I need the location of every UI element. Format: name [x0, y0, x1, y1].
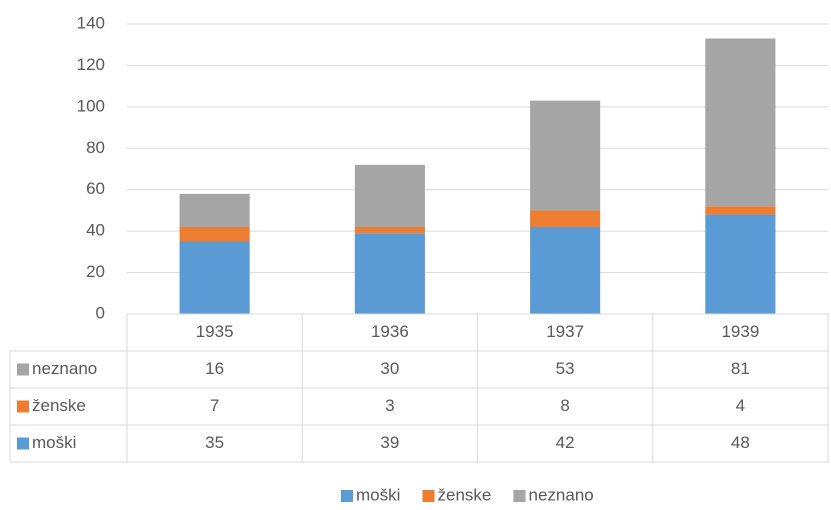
table-cell: 30: [380, 359, 399, 378]
y-tick-label: 140: [77, 13, 105, 32]
bar-segment: [705, 206, 776, 215]
y-tick-label: 80: [86, 138, 105, 157]
y-tick-label: 40: [86, 221, 105, 240]
bar-segment: [179, 227, 250, 242]
table-cell: 35: [205, 433, 224, 452]
y-tick-label: 100: [77, 96, 105, 115]
table-cell: 48: [731, 433, 750, 452]
legend-label: moški: [356, 485, 400, 504]
bar-segment: [354, 227, 425, 234]
table-cell: 4: [736, 396, 745, 415]
table-cell: 16: [205, 359, 224, 378]
bar-segment: [530, 100, 601, 211]
bar-segment: [530, 227, 601, 314]
bar-segment: [354, 233, 425, 314]
bar-segment: [354, 164, 425, 227]
table-cell: 3: [385, 396, 394, 415]
bar-segment: [179, 193, 250, 227]
table-cell: 39: [380, 433, 399, 452]
y-tick-label: 60: [86, 179, 105, 198]
legend-key: [513, 490, 526, 502]
table-legend-key: [17, 437, 29, 450]
table-row-label: neznano: [32, 359, 97, 378]
y-tick-label: 20: [86, 262, 105, 281]
bar-segment: [705, 214, 776, 314]
table-cell: 53: [556, 359, 575, 378]
x-tick-label: 1937: [546, 322, 584, 341]
x-tick-label: 1936: [371, 322, 409, 341]
bar-segment: [705, 38, 776, 207]
table-cell: 7: [210, 396, 219, 415]
y-tick-label: 0: [96, 303, 105, 322]
y-tick-label: 120: [77, 55, 105, 74]
bar-segment: [179, 241, 250, 314]
table-cell: 8: [560, 396, 569, 415]
table-legend-key: [17, 363, 29, 376]
table-cell: 81: [731, 359, 750, 378]
x-tick-label: 1939: [721, 322, 759, 341]
legend-label: ženske: [438, 485, 492, 504]
table-row-label: ženske: [32, 396, 86, 415]
bar-segment: [530, 210, 601, 227]
legend-key: [422, 490, 435, 502]
legend-label: neznano: [529, 485, 594, 504]
x-tick-label: 1935: [196, 322, 234, 341]
legend-key: [341, 490, 353, 502]
table-cell: 42: [556, 433, 575, 452]
table-legend-key: [17, 400, 29, 413]
table-row-label: moški: [32, 433, 76, 452]
